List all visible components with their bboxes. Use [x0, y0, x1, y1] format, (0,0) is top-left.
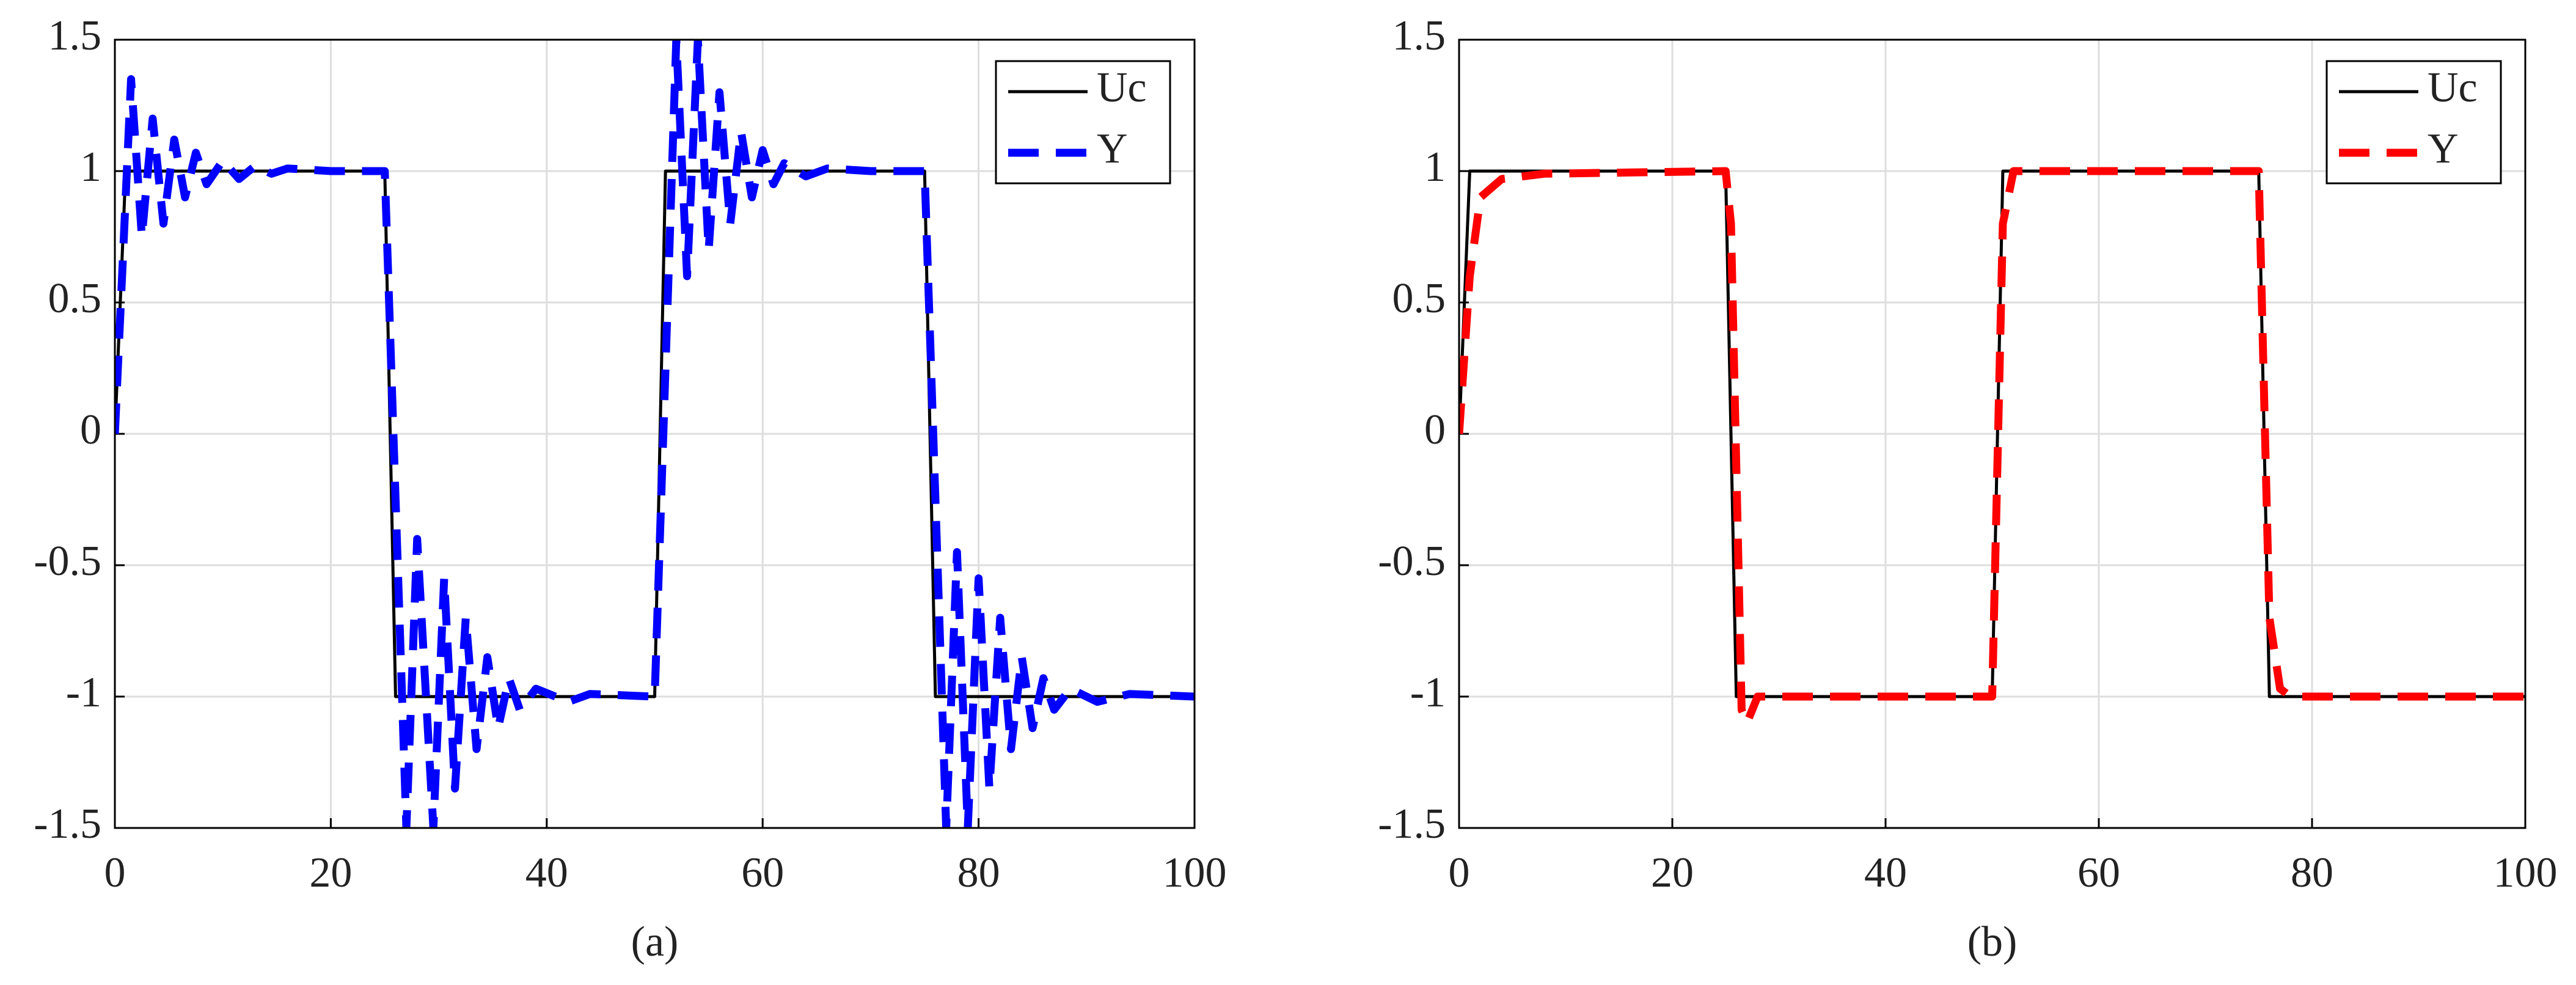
x-tick-label: 0	[104, 849, 126, 896]
x-tick-label: 40	[525, 849, 568, 896]
legend-label: Y	[1097, 125, 1128, 172]
series-line	[115, 40, 1195, 828]
y-tick-label: 1	[1424, 144, 1446, 191]
y-tick-label: 1.5	[48, 12, 102, 59]
chart-panel: 0 20 40 60 80 100 -1.5 -1 -0.5 0 0.5 1 1.5 Uc Y (b)	[1378, 12, 2557, 965]
x-tick-label: 20	[309, 849, 352, 896]
legend-box	[995, 60, 1171, 185]
legend-label: Uc	[1097, 64, 1147, 111]
legend-box	[2325, 60, 2502, 185]
y-tick-label: -0.5	[1378, 538, 1446, 585]
y-tick-label: 1	[80, 144, 101, 191]
y-tick-label: -1.5	[34, 800, 101, 848]
legend-label: Uc	[2428, 64, 2478, 111]
y-tick-label: -1	[1410, 669, 1446, 716]
caption: (b)	[1967, 918, 2018, 965]
y-tick-label: 1.5	[1392, 12, 1446, 59]
y-tick-label: 0.5	[48, 275, 102, 322]
x-tick-label: 100	[2494, 849, 2558, 896]
x-tick-label: 80	[2291, 849, 2333, 896]
y-tick-label: 0	[80, 406, 101, 453]
y-tick-label: -1	[66, 669, 101, 716]
x-tick-label: 20	[1651, 849, 1694, 896]
y-tick-label: 0.5	[1392, 275, 1446, 322]
y-tick-label: -0.5	[34, 538, 101, 585]
plot-frame	[1458, 38, 2527, 829]
legend: Uc Y	[2325, 60, 2502, 185]
y-tick-label: -1.5	[1378, 800, 1446, 848]
chart-panel: 0 20 40 60 80 100 -1.5 -1 -0.5 0 0.5 1 1.5 Uc Y (a)	[34, 12, 1226, 965]
x-tick-label: 100	[1163, 849, 1227, 896]
x-tick-label: 80	[957, 849, 1000, 896]
x-tick-label: 60	[2077, 849, 2120, 896]
x-tick-label: 40	[1864, 849, 1907, 896]
caption: (a)	[631, 918, 679, 965]
series-line	[1459, 167, 2525, 727]
y-tick-label: 0	[1424, 406, 1446, 453]
legend: Uc Y	[995, 60, 1171, 185]
x-tick-label: 60	[741, 849, 784, 896]
x-tick-label: 0	[1449, 849, 1470, 896]
plot-frame	[114, 38, 1196, 829]
legend-label: Y	[2428, 125, 2459, 172]
